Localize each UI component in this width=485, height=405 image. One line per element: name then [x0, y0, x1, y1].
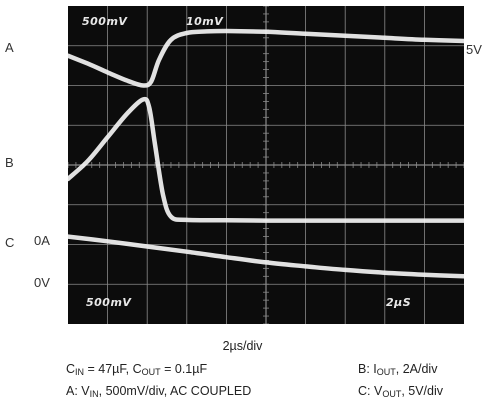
- trace-b-sub: OUT: [376, 367, 396, 377]
- trace-a-label: A: [5, 40, 14, 55]
- scope-annotation-top-mid: 10mV: [186, 15, 224, 28]
- oscilloscope-screen: 500mV 10mV 500mV 2µS: [68, 6, 464, 324]
- trace-b-prefix: B: I: [358, 362, 377, 376]
- cout-c: C: [132, 362, 142, 376]
- cin-value: = 47µF,: [84, 362, 133, 376]
- trace-c-rest: , 5V/div: [401, 384, 443, 398]
- trace-b-caption: B: IOUT, 2A/div: [358, 362, 437, 377]
- trace-c: [68, 234, 464, 279]
- zero-volt-label: 0V: [34, 275, 50, 290]
- scope-annotation-top-left: 500mV: [82, 15, 128, 28]
- scope-annotation-bottom-left: 500mV: [86, 296, 132, 309]
- zero-amp-label: 0A: [34, 233, 50, 248]
- oscilloscope-plot: [68, 6, 464, 324]
- cin-sub: IN: [75, 367, 85, 377]
- trace-a-sub: IN: [89, 389, 99, 399]
- capacitor-caption: CIN = 47µF, COUT = 0.1µF: [66, 362, 207, 377]
- trace-b-label: B: [5, 155, 14, 170]
- trace-a-rest: , 500mV/div, AC COUPLED: [98, 384, 252, 398]
- trace-c-sub: OUT: [382, 389, 402, 399]
- trace-b-rest: , 2A/div: [395, 362, 438, 376]
- trace-a: [68, 28, 464, 88]
- cout-value: = 0.1µF: [160, 362, 208, 376]
- trace-c-caption: C: VOUT, 5V/div: [358, 384, 443, 399]
- cout-sub: OUT: [141, 367, 161, 377]
- trace-a-prefix: A: V: [66, 384, 90, 398]
- trace-c-prefix: C: V: [358, 384, 383, 398]
- trace-c-label: C: [5, 235, 15, 250]
- cin-c: C: [66, 362, 76, 376]
- time-per-division-label: 2µs/div: [222, 339, 263, 353]
- trace-b: [68, 96, 464, 223]
- five-volt-label: 5V: [466, 42, 482, 57]
- trace-a-caption: A: VIN, 500mV/div, AC COUPLED: [66, 384, 251, 399]
- scope-annotation-bottom-right: 2µS: [386, 296, 412, 309]
